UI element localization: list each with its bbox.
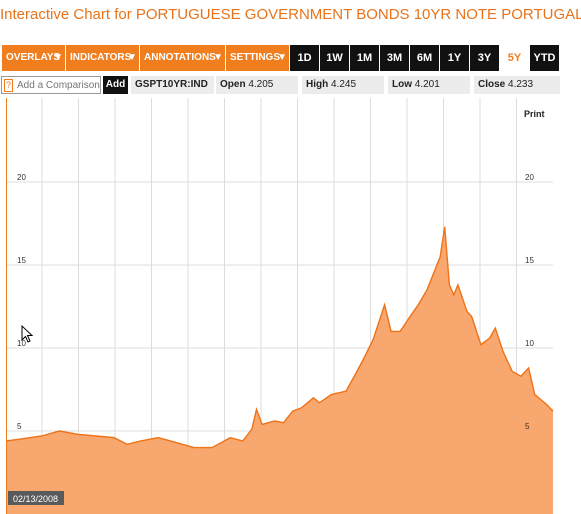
range-6m-button[interactable]: 6M <box>410 45 439 71</box>
mouse-cursor-icon <box>21 324 34 343</box>
yield-area <box>6 226 553 514</box>
y-tick-label-right: 5 <box>525 422 530 431</box>
date-tooltip-bg <box>8 491 64 505</box>
annotations-menu-button[interactable]: ANNOTATIONS ▼ <box>140 45 225 71</box>
compare-box: ? <box>1 76 101 94</box>
y-tick-label-right: 10 <box>525 339 534 348</box>
y-tick-label-right: 15 <box>525 256 534 265</box>
annotations-label: ANNOTATIONS <box>144 52 216 63</box>
open-value: 4.205 <box>248 79 274 90</box>
range-1w-button[interactable]: 1W <box>320 45 349 71</box>
price-chart[interactable]: 5 5 10 10 15 15 20 20 Print 02/13/2008 <box>0 98 581 514</box>
range-3m-button[interactable]: 3M <box>380 45 409 71</box>
close-value-cell: Close 4.233 <box>474 76 560 94</box>
range-1m-button[interactable]: 1M <box>350 45 379 71</box>
high-label: High <box>306 79 329 90</box>
caret-down-icon: ▼ <box>213 52 223 63</box>
y-axis-labels: 5 5 10 10 15 15 20 20 <box>17 173 534 431</box>
ticker-text: GSPT10YR:IND <box>135 79 208 90</box>
range-1d-button[interactable]: 1D <box>290 45 319 71</box>
low-label: Low <box>392 79 412 90</box>
range-1y-button[interactable]: 1Y <box>440 45 469 71</box>
add-comparison-button[interactable]: Add <box>103 76 128 94</box>
high-value: 4.245 <box>331 79 357 90</box>
y-tick-label-left: 5 <box>17 422 22 431</box>
close-value: 4.233 <box>508 79 534 90</box>
caret-down-icon: ▼ <box>127 52 137 63</box>
range-ytd-button[interactable]: YTD <box>530 45 559 71</box>
open-value-cell: Open 4.205 <box>216 76 298 94</box>
overlays-label: OVERLAYS <box>6 52 61 63</box>
add-comparison-input[interactable] <box>17 77 100 93</box>
page-title: Interactive Chart for PORTUGUESE GOVERNM… <box>0 6 581 23</box>
print-link[interactable]: Print <box>524 109 545 119</box>
quote-info-bar: ? Add GSPT10YR:IND Open 4.205 High 4.245… <box>0 74 581 96</box>
open-label: Open <box>220 79 246 90</box>
close-label: Close <box>478 79 506 90</box>
date-tooltip: 02/13/2008 <box>13 494 58 504</box>
chart-toolbar: OVERLAYS ▼ INDICATORS ▼ ANNOTATIONS ▼ SE… <box>0 45 581 71</box>
ticker-symbol: GSPT10YR:IND <box>131 76 214 94</box>
indicators-label: INDICATORS <box>70 52 132 63</box>
y-tick-label-left: 20 <box>17 173 26 182</box>
indicators-menu-button[interactable]: INDICATORS ▼ <box>66 45 139 71</box>
range-5y-button[interactable]: 5Y <box>500 45 529 71</box>
yield-line <box>5 226 554 449</box>
settings-label: SETTINGS <box>230 52 281 63</box>
high-value-cell: High 4.245 <box>302 76 384 94</box>
y-tick-label-right: 20 <box>525 173 534 182</box>
caret-down-icon: ▼ <box>53 52 63 63</box>
caret-down-icon: ▼ <box>277 52 287 63</box>
low-value-cell: Low 4.201 <box>388 76 470 94</box>
y-tick-label-left: 15 <box>17 256 26 265</box>
low-value: 4.201 <box>414 79 440 90</box>
range-3y-button[interactable]: 3Y <box>470 45 499 71</box>
y-tick-label-left: 10 <box>17 339 26 348</box>
overlays-menu-button[interactable]: OVERLAYS ▼ <box>2 45 65 71</box>
settings-menu-button[interactable]: SETTINGS ▼ <box>226 45 289 71</box>
question-mark-icon[interactable]: ? <box>4 79 14 92</box>
